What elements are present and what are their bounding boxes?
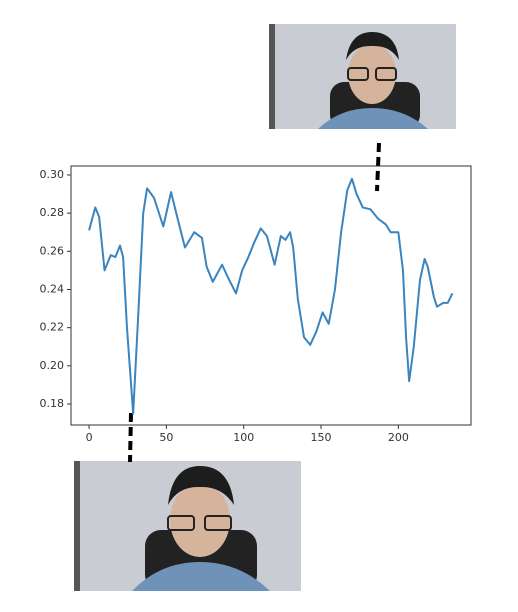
- line-series: [88, 177, 454, 415]
- y-tick-label: 0.24: [40, 282, 65, 295]
- bottom-photo: [74, 461, 301, 591]
- x-tick-label: 100: [233, 431, 254, 444]
- top-photo: [269, 24, 456, 129]
- connector: [375, 142, 381, 192]
- connector: [128, 412, 133, 463]
- y-tick-label: 0.28: [40, 206, 65, 219]
- y-tick-label: 0.22: [40, 321, 65, 334]
- x-tick-label: 50: [159, 431, 173, 444]
- plot-frame: [70, 165, 472, 426]
- x-tick-label: 150: [311, 431, 332, 444]
- x-tick-label: 0: [86, 431, 93, 444]
- y-tick-label: 0.20: [40, 359, 65, 372]
- y-tick-label: 0.30: [40, 168, 65, 181]
- y-tick-label: 0.18: [40, 397, 65, 410]
- y-tick-label: 0.26: [40, 244, 65, 257]
- x-tick-label: 200: [388, 431, 409, 444]
